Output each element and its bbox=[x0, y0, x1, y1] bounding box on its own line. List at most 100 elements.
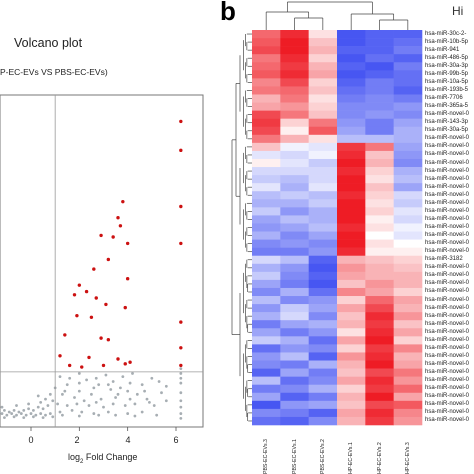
volcano-plot-frame bbox=[0, 94, 204, 428]
heatmap-cell bbox=[308, 344, 338, 353]
heatmap-row-label: hsa-miR-novel-0 bbox=[425, 183, 470, 190]
nonsignificant-point bbox=[106, 410, 110, 414]
nonsignificant-point bbox=[102, 405, 105, 409]
nonsignificant-point bbox=[0, 412, 4, 415]
heatmap-cell bbox=[252, 287, 281, 297]
heatmap-cell bbox=[337, 150, 366, 160]
heatmap-cell bbox=[337, 191, 366, 200]
significant-point bbox=[179, 204, 183, 209]
heatmap-cell bbox=[280, 352, 309, 361]
significant-point bbox=[116, 357, 120, 361]
heatmap-cell bbox=[337, 38, 366, 47]
nonsignificant-point bbox=[148, 400, 151, 404]
heatmap-cell bbox=[308, 207, 338, 216]
heatmap-cell bbox=[280, 78, 309, 87]
heatmap-cell bbox=[252, 78, 281, 87]
heatmap-cell bbox=[365, 126, 394, 136]
nonsignificant-point bbox=[150, 376, 154, 380]
heatmap-row-label: hsa-miR-941 bbox=[425, 46, 460, 53]
heatmap-cell bbox=[337, 296, 366, 305]
nonsignificant-point bbox=[140, 410, 144, 414]
heatmap-row-label: hsa-miR-30a-5p bbox=[425, 127, 469, 134]
heatmap-cell bbox=[252, 142, 281, 152]
heatmap-cell bbox=[252, 167, 281, 176]
heatmap-cell bbox=[308, 312, 338, 321]
nonsignificant-point bbox=[61, 392, 64, 396]
nonsignificant-point bbox=[94, 376, 98, 380]
significant-point bbox=[123, 362, 127, 366]
row-dendrogram bbox=[231, 33, 252, 422]
heatmap-cell bbox=[308, 126, 338, 136]
heatmap-cell bbox=[337, 215, 366, 224]
heatmap-cell bbox=[365, 183, 394, 192]
significant-point bbox=[87, 355, 91, 360]
nonsignificant-point bbox=[5, 413, 9, 417]
heatmap-cell bbox=[280, 400, 309, 410]
heatmap-cell bbox=[365, 199, 394, 208]
heatmap-cell bbox=[308, 400, 338, 410]
heatmap-row-label: hsa-miR-365a-5 bbox=[425, 103, 469, 110]
heatmap-cell bbox=[393, 199, 423, 208]
heatmap-cell bbox=[393, 142, 423, 152]
nonsignificant-point bbox=[34, 413, 38, 417]
nonsignificant-point bbox=[97, 413, 101, 417]
heatmap-cell bbox=[365, 215, 394, 224]
heatmap-cell bbox=[365, 336, 394, 345]
heatmap-cell bbox=[337, 255, 366, 265]
heatmap-cell bbox=[308, 263, 338, 273]
nonsignificant-point bbox=[56, 402, 59, 406]
heatmap-cell bbox=[280, 215, 309, 224]
significant-point bbox=[179, 241, 183, 246]
nonsignificant-point bbox=[143, 389, 146, 393]
significant-point bbox=[111, 235, 115, 239]
heatmap-cell bbox=[365, 360, 394, 369]
nonsignificant-point bbox=[22, 408, 26, 412]
heatmap-row-label: hsa-miR-30c-2- bbox=[425, 30, 467, 37]
heatmap-column-label: HP-EC-EVs.1 bbox=[348, 442, 355, 474]
heatmap-cell bbox=[308, 215, 338, 224]
nonsignificant-point bbox=[90, 392, 93, 396]
heatmap-cell bbox=[337, 263, 366, 273]
heatmap-cell bbox=[337, 118, 366, 128]
heatmap-cell bbox=[252, 328, 281, 337]
heatmap-row-label: hsa-miR-novel-0 bbox=[425, 369, 470, 376]
heatmap-cell bbox=[337, 231, 366, 240]
heatmap-cell bbox=[308, 158, 338, 168]
heatmap-cell bbox=[252, 376, 281, 385]
heatmap-cell bbox=[337, 384, 366, 394]
nonsignificant-point bbox=[61, 413, 64, 417]
heatmap-cell bbox=[337, 183, 366, 192]
heatmap-cell bbox=[393, 191, 423, 200]
heatmap-cell bbox=[365, 416, 394, 426]
nonsignificant-point bbox=[41, 416, 45, 419]
nonsignificant-point bbox=[179, 399, 183, 403]
nonsignificant-point bbox=[164, 399, 168, 403]
heatmap-cell bbox=[365, 296, 394, 305]
heatmap-cell bbox=[308, 30, 338, 39]
significant-point bbox=[104, 302, 108, 307]
heatmap-cell bbox=[393, 279, 423, 289]
significant-point bbox=[63, 333, 67, 337]
heatmap-cell bbox=[365, 384, 394, 394]
xlabel-log: log bbox=[68, 452, 81, 462]
heatmap-cell bbox=[280, 126, 309, 136]
heatmap-cell bbox=[365, 344, 394, 353]
heatmap-cell bbox=[280, 279, 309, 289]
heatmap-cell bbox=[308, 239, 338, 248]
heatmap-cell bbox=[393, 239, 423, 248]
heatmap-cell bbox=[308, 255, 338, 265]
heatmap-cell bbox=[393, 167, 423, 176]
nonsignificant-point bbox=[157, 380, 161, 383]
heatmap-column-label: PBS-EC-EVs.3 bbox=[263, 439, 270, 474]
heatmap-cell bbox=[365, 271, 394, 281]
heatmap-cell bbox=[280, 62, 309, 71]
heatmap-cell bbox=[308, 46, 338, 55]
heatmap-cell bbox=[365, 70, 394, 79]
heatmap-cell bbox=[337, 360, 366, 369]
heatmap-cell bbox=[393, 247, 423, 257]
nonsignificant-point bbox=[111, 380, 115, 383]
heatmap-cell bbox=[365, 400, 394, 410]
heatmap-cell bbox=[252, 94, 281, 103]
heatmap-cell bbox=[393, 336, 423, 345]
significant-point bbox=[58, 354, 62, 358]
